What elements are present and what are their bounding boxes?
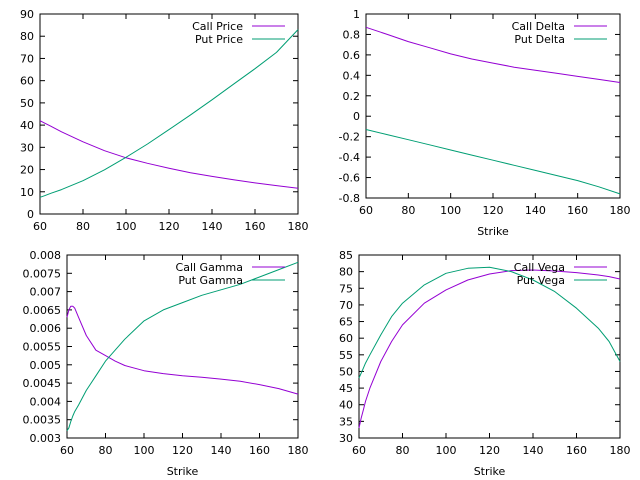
- y-tick-label: 80: [339, 266, 353, 279]
- y-tick-label: 65: [339, 316, 353, 329]
- y-tick-label: 0.003: [30, 432, 62, 445]
- x-tick-label: 80: [76, 220, 90, 233]
- x-tick-label: 160: [245, 220, 266, 233]
- x-tick-label: 80: [99, 444, 113, 457]
- x-tick-label: 120: [479, 444, 500, 457]
- x-tick-label: 100: [134, 444, 155, 457]
- x-tick-label: 120: [159, 220, 180, 233]
- y-tick-label: 0.007: [30, 286, 62, 299]
- y-tick-label: -0.4: [339, 151, 360, 164]
- series-line-put-vega: [358, 266, 621, 379]
- x-tick-label: 180: [288, 220, 309, 233]
- x-tick-label: 180: [288, 444, 309, 457]
- x-tick-label: 140: [211, 444, 232, 457]
- y-tick-label: 30: [20, 141, 34, 154]
- series-line-put-price: [39, 29, 299, 198]
- y-tick-label: 0.005: [30, 359, 62, 372]
- y-tick-label: 0: [27, 208, 34, 221]
- x-tick-label: 160: [566, 444, 587, 457]
- y-tick-label: 60: [20, 75, 34, 88]
- chart-price: 60 80 100 120 140 160 180 0 10 20 30 40 50 60 70 80 90 Ca…: [20, 8, 309, 233]
- y-tick-label: 0.8: [343, 28, 361, 41]
- y-tick-label: 0.006: [30, 322, 62, 335]
- y-tick-label: 0.0045: [23, 377, 62, 390]
- x-tick-label: 160: [567, 204, 588, 217]
- y-tick-label: 50: [339, 365, 353, 378]
- series-line-call-vega: [358, 269, 621, 429]
- y-tick-label: -0.6: [339, 172, 360, 185]
- x-tick-label: 120: [172, 444, 193, 457]
- y-tick-label: 0.0075: [23, 267, 62, 280]
- y-tick-label: 20: [20, 164, 34, 177]
- series-line-call-price: [39, 120, 299, 189]
- y-tick-label: 40: [20, 119, 34, 132]
- y-tick-label: 80: [20, 30, 34, 43]
- x-tick-label: 100: [116, 220, 137, 233]
- x-axis-label: Strike: [474, 465, 506, 478]
- legend-label: Call Gamma: [176, 261, 243, 274]
- y-tick-label: 75: [339, 282, 353, 295]
- x-tick-label: 100: [436, 444, 457, 457]
- y-tick-label: 0.004: [30, 395, 62, 408]
- legend-label: Put Vega: [517, 274, 565, 287]
- x-tick-label: 100: [440, 204, 461, 217]
- y-tick-label: 40: [339, 399, 353, 412]
- y-tick-label: 35: [339, 415, 353, 428]
- series-line-put-delta: [365, 129, 621, 195]
- x-tick-label: 180: [610, 204, 631, 217]
- legend-label: Put Price: [195, 33, 243, 46]
- y-tick-label: 0.2: [343, 90, 361, 103]
- series-line-put-gamma: [66, 261, 299, 431]
- chart-gamma: 60 80 100 120 140 160 180 0.003 0.0035 0.004 0.004…: [23, 249, 309, 478]
- x-tick-label: 60: [60, 444, 74, 457]
- x-tick-label: 140: [202, 220, 223, 233]
- y-tick-label: 30: [339, 432, 353, 445]
- chart-vega: 60 80 100 120 140 160 180 30 35 40 45 50 55 60 65 70 75 8…: [339, 249, 631, 478]
- y-tick-label: 1: [353, 8, 360, 21]
- y-tick-label: 10: [20, 186, 34, 199]
- y-tick-label: 85: [339, 249, 353, 262]
- legend-label: Call Delta: [512, 20, 565, 33]
- y-tick-label: 70: [20, 52, 34, 65]
- x-axis-label: Strike: [167, 465, 199, 478]
- y-tick-label: 50: [20, 97, 34, 110]
- x-axis-label: Strike: [477, 225, 509, 238]
- y-tick-label: 0.008: [30, 249, 62, 262]
- y-tick-label: 45: [339, 382, 353, 395]
- x-tick-label: 180: [610, 444, 631, 457]
- legend-label: Call Price: [192, 20, 243, 33]
- y-tick-label: 0.0035: [23, 414, 62, 427]
- x-tick-label: 60: [359, 204, 373, 217]
- x-tick-label: 60: [352, 444, 366, 457]
- y-tick-label: 55: [339, 349, 353, 362]
- y-tick-label: 90: [20, 8, 34, 21]
- y-tick-label: 0.0065: [23, 304, 62, 317]
- y-tick-label: -0.8: [339, 192, 360, 205]
- x-tick-label: 160: [249, 444, 270, 457]
- y-tick-label: -0.2: [339, 131, 360, 144]
- x-tick-label: 60: [33, 220, 47, 233]
- y-tick-label: 60: [339, 332, 353, 345]
- series-line-call-delta: [365, 26, 621, 83]
- x-tick-label: 80: [396, 444, 410, 457]
- chart-delta: 60 80 100 120 140 160 180 -0.8 -0.6 -0.4 -0.2 0 0.2 0…: [339, 8, 631, 238]
- legend-label: Call Vega: [514, 261, 565, 274]
- series-line-call-gamma: [66, 305, 299, 395]
- x-tick-label: 120: [483, 204, 504, 217]
- legend-label: Put Gamma: [178, 274, 243, 287]
- legend-label: Put Delta: [514, 33, 565, 46]
- x-tick-label: 140: [523, 444, 544, 457]
- y-tick-label: 0.0055: [23, 341, 62, 354]
- y-tick-label: 0: [353, 110, 360, 123]
- y-tick-label: 0.6: [343, 49, 361, 62]
- y-tick-label: 70: [339, 299, 353, 312]
- x-tick-label: 140: [525, 204, 546, 217]
- y-tick-label: 0.4: [343, 69, 361, 82]
- x-tick-label: 80: [401, 204, 415, 217]
